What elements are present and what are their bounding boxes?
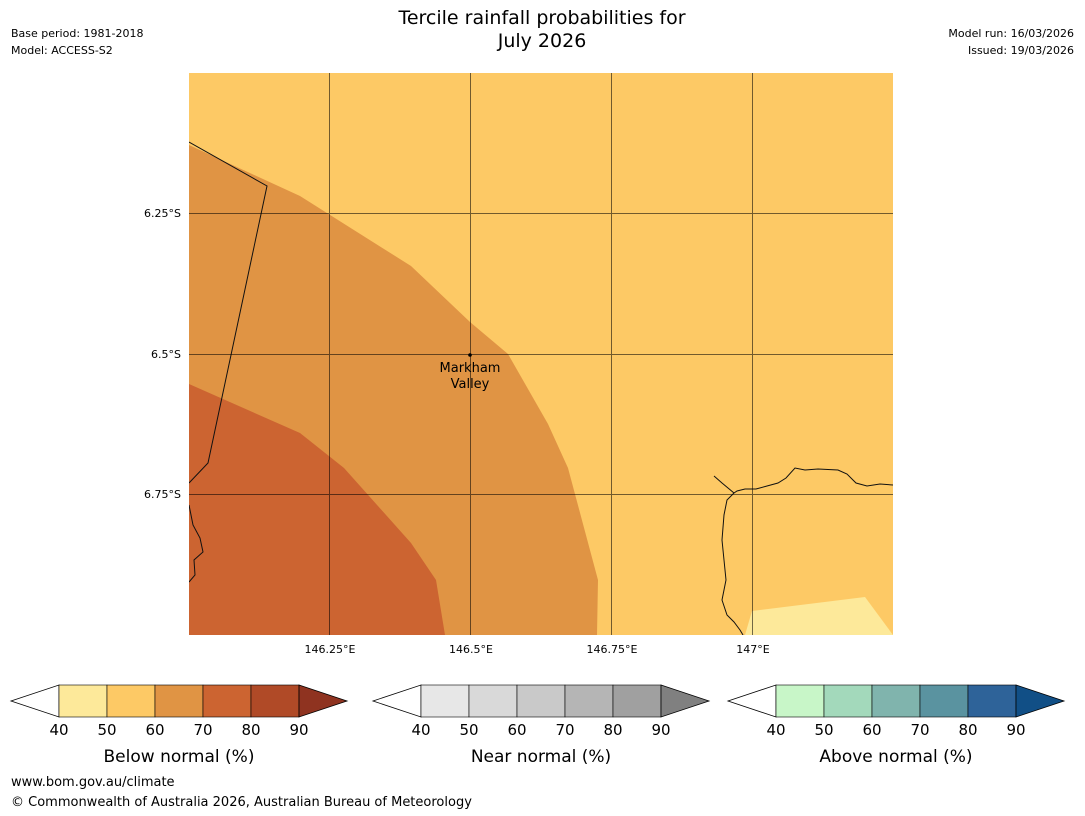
- colorbar-segment: [612, 684, 662, 718]
- zone-40-50: [745, 597, 893, 635]
- colorbar-segment: [823, 684, 873, 718]
- colorbar-tick-label: 70: [910, 721, 929, 739]
- colorbar-tick-label: 50: [814, 721, 833, 739]
- probability-map: Markham Valley: [189, 73, 893, 635]
- model-text: Model: ACCESS-S2: [11, 44, 113, 57]
- colorbar-segment: [250, 684, 300, 718]
- colorbar-title: Above normal (%): [819, 747, 972, 767]
- colorbar-segment: [420, 684, 470, 718]
- footer-url: www.bom.gov.au/climate: [11, 775, 175, 790]
- colorbar-tick-label: 80: [603, 721, 622, 739]
- colorbar-arrow-low: [726, 684, 777, 718]
- coastline: [189, 141, 893, 635]
- colorbar-segment: [564, 684, 614, 718]
- longitude-labels: 146.25°E 146.5°E 146.75°E 147°E: [305, 643, 770, 656]
- colorbar-segment: [106, 684, 156, 718]
- colorbar-segment: [919, 684, 969, 718]
- location-label-line-1: Markham: [440, 361, 501, 376]
- issued-text: Issued: 19/03/2026: [967, 44, 1074, 57]
- location-label-line-2: Valley: [451, 377, 490, 392]
- legend-near-normal: 40 50 60 70 80 90 Near normal (%): [371, 684, 711, 767]
- colorbar-tick-label: 50: [459, 721, 478, 739]
- latitude-labels: 6.25°S 6.5°S 6.75°S: [144, 207, 181, 501]
- lon-label: 146.5°E: [449, 643, 493, 656]
- colorbar-tick-label: 70: [193, 721, 212, 739]
- base-period-text: Base period: 1981-2018: [11, 27, 144, 40]
- legend-below-normal: 40 50 60 70 80 90 Below normal (%): [9, 684, 349, 767]
- title-line-1: Tercile rainfall probabilities for: [398, 7, 686, 29]
- colorbar-tick-label: 90: [1006, 721, 1025, 739]
- colorbar-segment: [468, 684, 518, 718]
- graticule: [189, 73, 893, 635]
- colorbar-tick-label: 40: [49, 721, 68, 739]
- colorbar-arrow-low: [9, 684, 60, 718]
- colorbar-segment: [775, 684, 825, 718]
- location-marker: [468, 353, 472, 357]
- colorbar-segment: [202, 684, 252, 718]
- colorbar-tick-label: 80: [241, 721, 260, 739]
- legend-above-normal: 40 50 60 70 80 90 Above normal (%): [726, 684, 1066, 767]
- colorbar-segment: [516, 684, 566, 718]
- zone-70-80: [189, 384, 445, 635]
- colorbar-segment: [58, 684, 108, 718]
- colorbar-tick-label: 80: [958, 721, 977, 739]
- colorbar-title: Below normal (%): [104, 747, 255, 767]
- run-metadata-right: Model run: 16/03/2026 Issued: 19/03/2026: [948, 25, 1074, 59]
- map-title: Tercile rainfall probabilities for July …: [242, 7, 842, 53]
- lat-label: 6.75°S: [144, 488, 181, 501]
- colorbar-tick-label: 40: [766, 721, 785, 739]
- colorbar-tick-label: 70: [555, 721, 574, 739]
- colorbar-title: Near normal (%): [471, 747, 611, 767]
- colorbar-arrow-high: [298, 684, 349, 718]
- title-line-2: July 2026: [497, 30, 587, 52]
- colorbar-tick-label: 50: [97, 721, 116, 739]
- colorbar-arrow-high: [1015, 684, 1066, 718]
- footer-copyright: © Commonwealth of Australia 2026, Austra…: [11, 795, 472, 810]
- lat-label: 6.25°S: [144, 207, 181, 220]
- colorbar-arrow-high: [660, 684, 711, 718]
- lon-label: 146.25°E: [305, 643, 356, 656]
- colorbar-tick-label: 90: [289, 721, 308, 739]
- lat-label: 6.5°S: [151, 348, 181, 361]
- colorbar-tick-label: 60: [862, 721, 881, 739]
- colorbar-tick-label: 90: [651, 721, 670, 739]
- colorbar-segment: [154, 684, 204, 718]
- colorbar-segment: [871, 684, 921, 718]
- lon-label: 147°E: [736, 643, 769, 656]
- lon-label: 146.75°E: [587, 643, 638, 656]
- run-metadata-left: Base period: 1981-2018 Model: ACCESS-S2: [11, 25, 143, 59]
- colorbar-tick-label: 60: [145, 721, 164, 739]
- colorbar-tick-label: 60: [507, 721, 526, 739]
- colorbar-segment: [967, 684, 1017, 718]
- model-run-text: Model run: 16/03/2026: [948, 27, 1074, 40]
- colorbar-tick-label: 40: [411, 721, 430, 739]
- colorbar-arrow-low: [371, 684, 422, 718]
